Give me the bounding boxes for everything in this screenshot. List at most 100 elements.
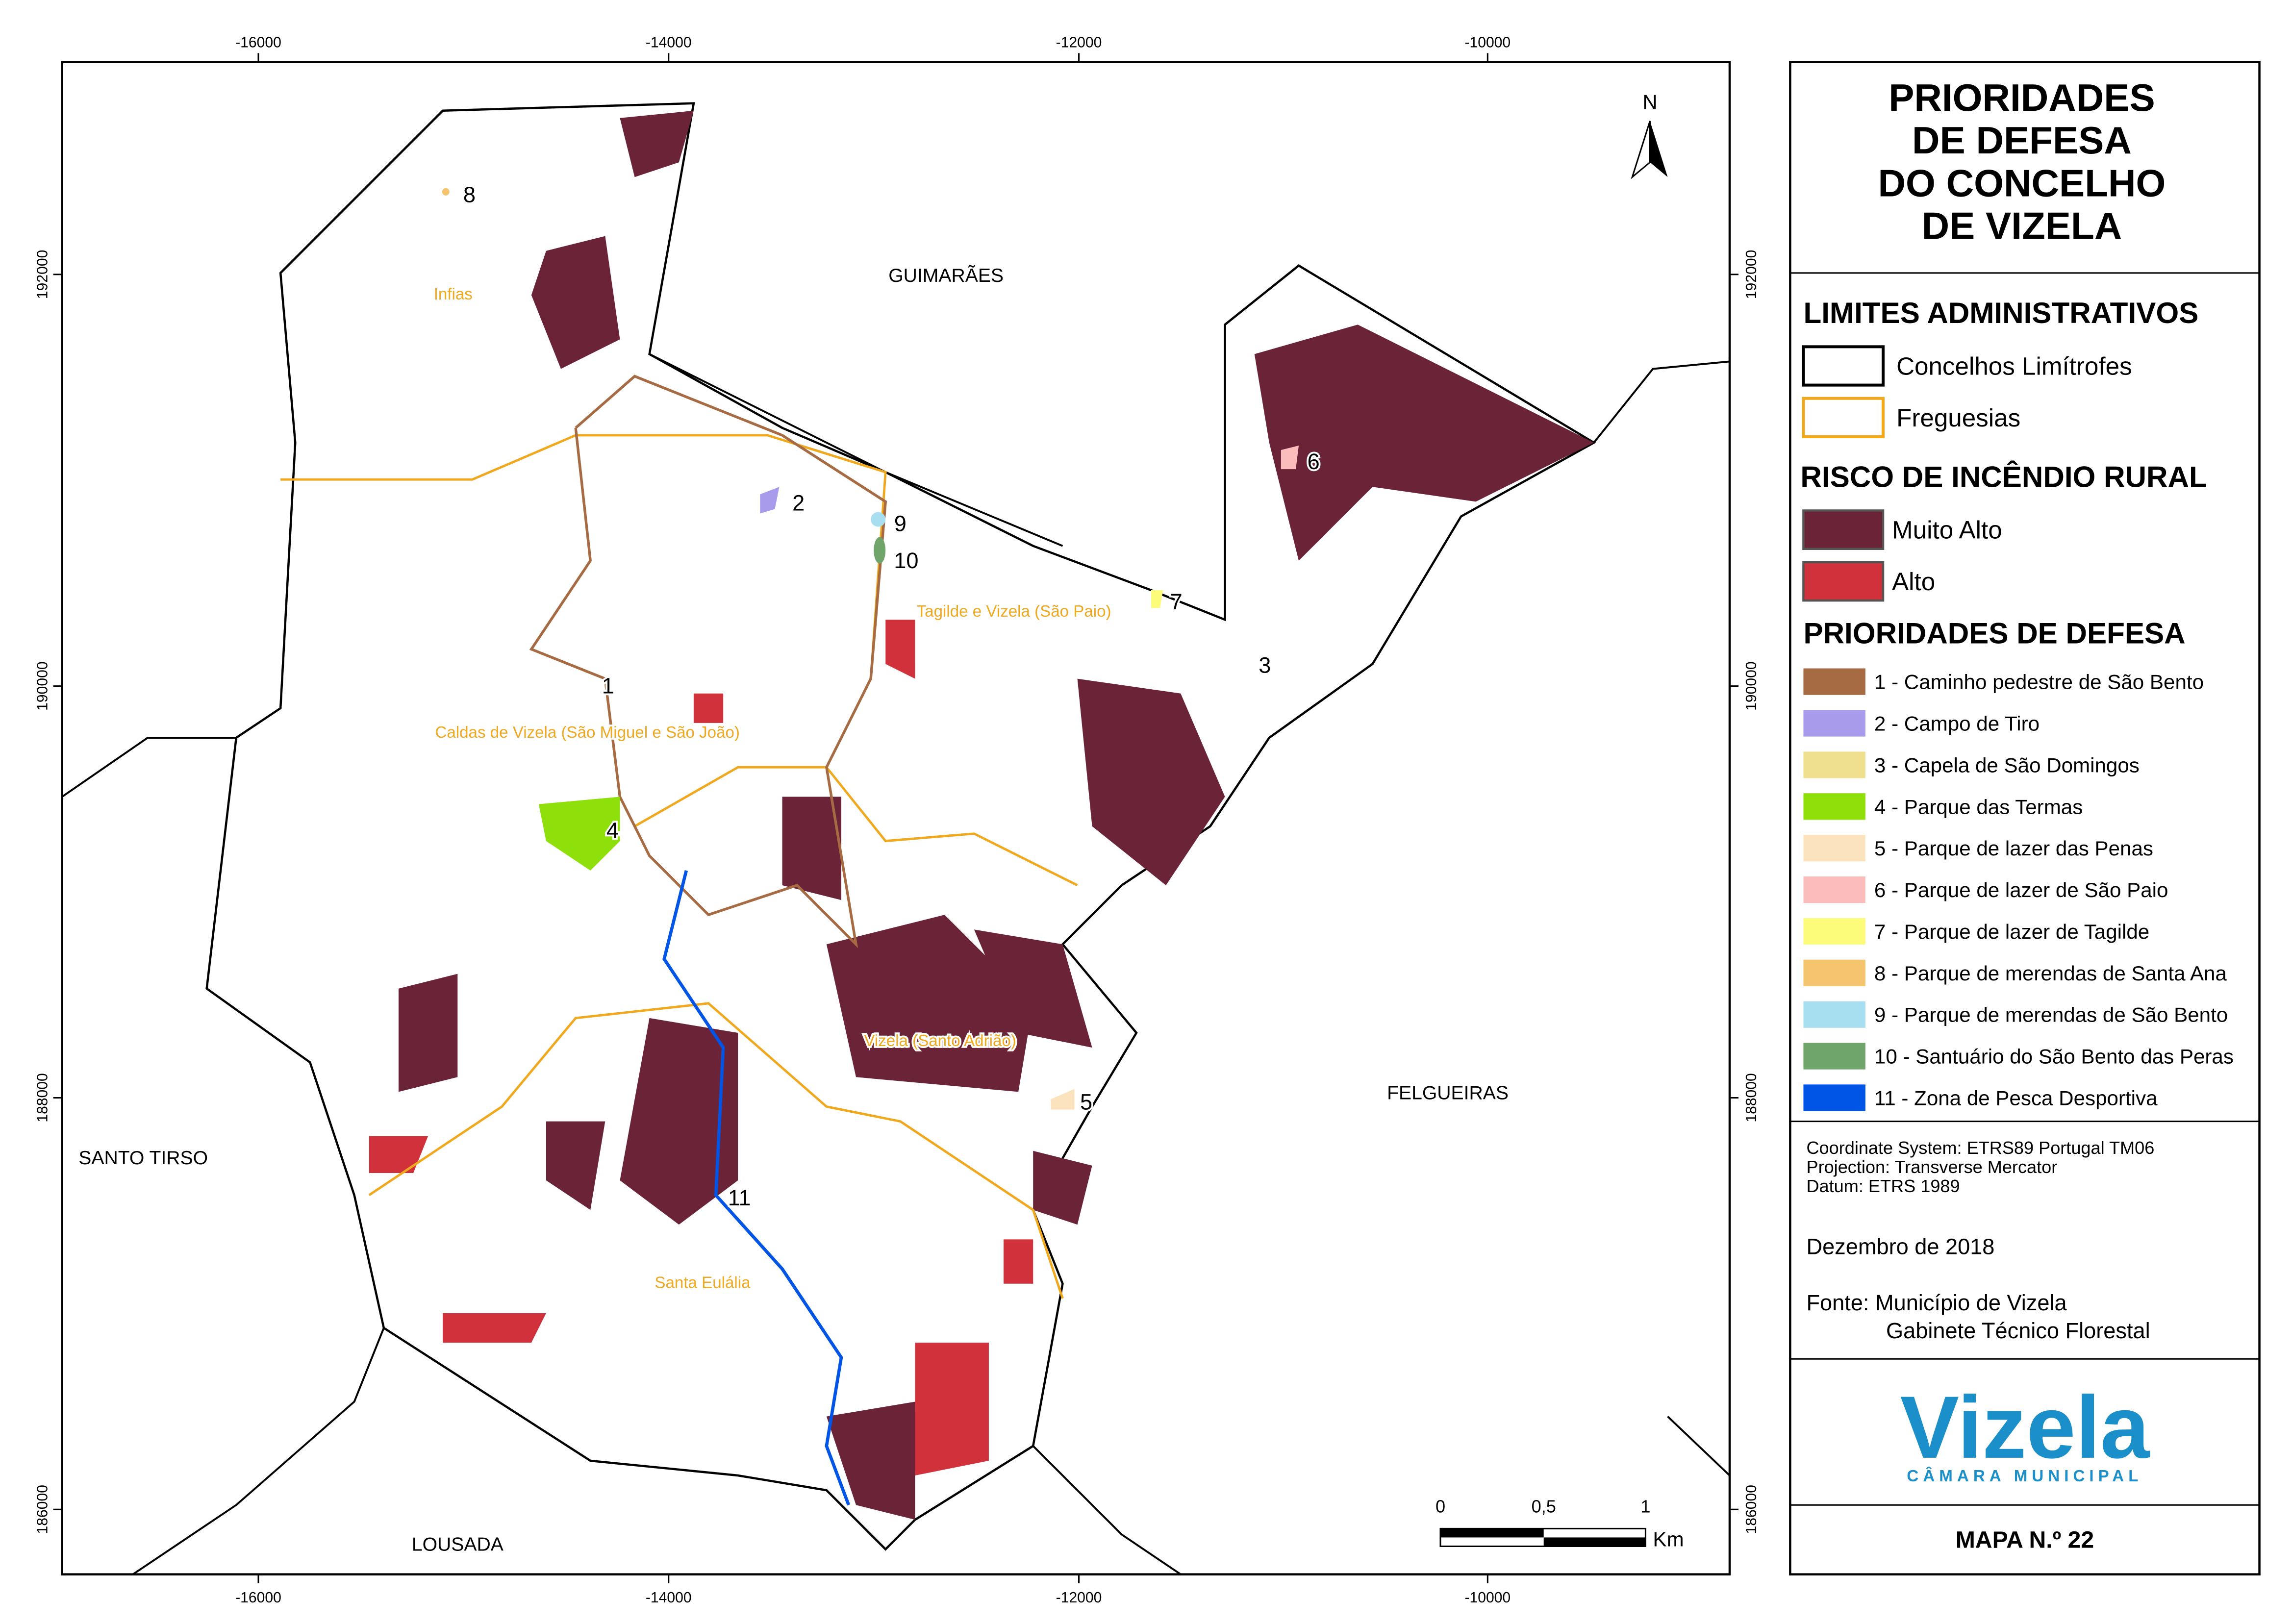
metadata: Projection: Transverse Mercator xyxy=(1806,1157,2057,1177)
risk-patch xyxy=(1004,1239,1033,1284)
risk-patch xyxy=(826,1401,915,1520)
title: DO CONCELHO xyxy=(1878,161,2166,204)
legend-label: 1 - Caminho pedestre de São Bento xyxy=(1874,671,2204,694)
legend-swatch xyxy=(1802,509,1885,550)
map-number: MAPA N.º 22 xyxy=(1956,1526,2094,1553)
point-label: 2 xyxy=(792,490,805,515)
parque-sao-paio xyxy=(1281,446,1299,470)
risk-patch xyxy=(443,1313,546,1343)
legend-label: 4 - Parque das Termas xyxy=(1874,795,2083,818)
parque-santa-ana xyxy=(442,188,450,196)
risk-very-high xyxy=(398,110,1594,1520)
risk-patch xyxy=(620,110,694,177)
risk-patch xyxy=(782,797,841,900)
y-tick-label: 192000 xyxy=(35,250,51,299)
risk-high xyxy=(369,620,1033,1476)
parish-label: Tagilde e Vizela (São Paio) xyxy=(917,602,1111,621)
risk-patch xyxy=(1033,1150,1092,1225)
boundary-line xyxy=(61,737,236,798)
municipality-label: FELGUEIRAS xyxy=(1387,1082,1509,1103)
point-label: 7 xyxy=(1170,589,1183,614)
source: Gabinete Técnico Florestal xyxy=(1886,1318,2150,1343)
point-label: 5 xyxy=(1080,1090,1092,1115)
legend-label: 7 - Parque de lazer de Tagilde xyxy=(1874,920,2149,943)
scale-bar-segment xyxy=(1440,1528,1544,1538)
legend-swatch xyxy=(1803,1043,1865,1070)
legend-label: 2 - Campo de Tiro xyxy=(1874,712,2040,735)
x-tick-label: -16000 xyxy=(235,34,281,50)
risk-patch xyxy=(885,620,915,679)
y-tick-label: 186000 xyxy=(1743,1485,1760,1534)
legend-label: Concelhos Limítrofes xyxy=(1896,352,2132,380)
source: Fonte: Município de Vizela xyxy=(1806,1290,2067,1315)
legend-label: 10 - Santuário do São Bento das Peras xyxy=(1874,1045,2234,1068)
y-tick-label: 188000 xyxy=(35,1073,51,1122)
north-label: N xyxy=(1642,91,1657,114)
legend-swatch xyxy=(1803,1084,1865,1111)
point-label: 8 xyxy=(463,182,476,207)
date: Dezembro de 2018 xyxy=(1806,1234,1994,1259)
risk-patch xyxy=(546,1121,605,1210)
scale-unit: Km xyxy=(1653,1527,1684,1550)
legend-heading: RISCO DE INCÊNDIO RURAL xyxy=(1800,460,2207,493)
point-label: 1 xyxy=(602,674,614,699)
legend-swatch xyxy=(1803,793,1865,820)
municipality-outline xyxy=(205,102,1596,1551)
x-tick-label: -10000 xyxy=(1464,34,1511,50)
risk-patch xyxy=(1077,678,1225,886)
point-label: 9 xyxy=(894,511,907,536)
campo-tiro xyxy=(760,487,780,514)
municipality-label: GUIMARÃES xyxy=(888,265,1004,286)
point-label: 10 xyxy=(894,548,918,573)
title: PRIORIDADES xyxy=(1889,76,2155,119)
legend-swatch xyxy=(1803,835,1865,862)
title: DE DEFESA xyxy=(1912,119,2132,162)
risk-patch xyxy=(369,1136,428,1173)
point-label: 6 xyxy=(1308,449,1320,474)
municipality-label: SANTO TIRSO xyxy=(78,1148,208,1169)
risk-patch xyxy=(531,236,620,369)
parish-line xyxy=(368,1002,1064,1299)
risk-patch xyxy=(826,915,1033,1092)
x-tick-label: -16000 xyxy=(235,1590,281,1606)
boundary-line xyxy=(132,1327,385,1575)
municipality-label: LOUSADA xyxy=(412,1534,504,1555)
metadata: Coordinate System: ETRS89 Portugal TM06 xyxy=(1806,1138,2154,1158)
legend-label: 6 - Parque de lazer de São Paio xyxy=(1874,878,2168,901)
parish-label: Santa Eulália xyxy=(655,1274,751,1292)
boundary-line xyxy=(1593,360,1730,444)
santuario xyxy=(874,537,886,564)
legend-label: 9 - Parque de merendas de São Bento xyxy=(1874,1003,2228,1026)
scale-label: 0 xyxy=(1436,1496,1445,1516)
logo-name: Vizela xyxy=(1900,1378,2150,1477)
scale-label: 1 xyxy=(1640,1496,1650,1516)
legend-panel xyxy=(1789,61,2261,1575)
legend-swatch xyxy=(1802,397,1885,438)
legend-label: 5 - Parque de lazer das Penas xyxy=(1874,837,2153,860)
point-label: 11 xyxy=(728,1185,751,1210)
legend-swatch xyxy=(1803,751,1865,778)
title: DE VIZELA xyxy=(1922,204,2122,248)
risk-patch xyxy=(1254,325,1594,561)
legend-label: Muito Alto xyxy=(1892,516,2002,544)
parish-label: Infias xyxy=(434,285,473,303)
parish-line xyxy=(634,766,827,827)
parque-penas xyxy=(1051,1089,1075,1110)
parish-label: Caldas de Vizela (São Miguel e São João) xyxy=(435,724,739,742)
scale-label: 0,5 xyxy=(1532,1496,1556,1516)
logo-subtitle: CÂMARA MUNICIPAL xyxy=(1907,1467,2142,1485)
legend-label: Freguesias xyxy=(1896,404,2020,432)
legend-swatch xyxy=(1803,668,1865,695)
legend-label: 3 - Capela de São Domingos xyxy=(1874,753,2140,776)
legend-swatch xyxy=(1803,959,1865,986)
legend-swatch xyxy=(1802,561,1885,602)
risk-patch xyxy=(398,974,458,1092)
x-tick-label: -14000 xyxy=(646,1590,692,1606)
x-tick-label: -12000 xyxy=(1056,34,1102,50)
x-tick-label: -14000 xyxy=(646,34,692,50)
legend-heading: LIMITES ADMINISTRATIVOS xyxy=(1803,297,2198,329)
risk-patch xyxy=(620,1018,738,1225)
